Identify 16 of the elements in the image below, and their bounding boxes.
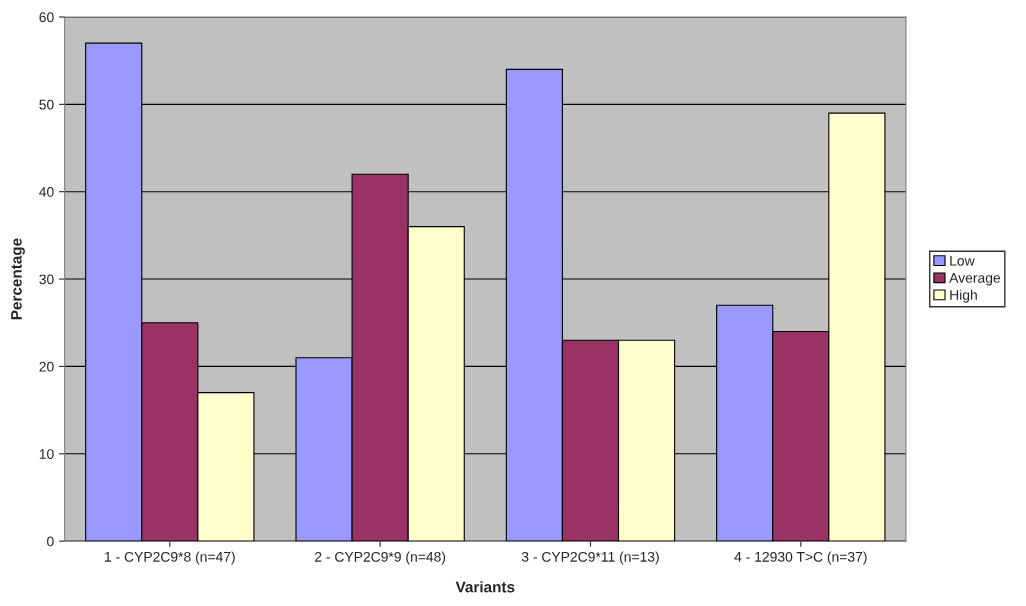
y-tick-label: 0 bbox=[47, 536, 54, 547]
legend-label: Low bbox=[950, 255, 975, 266]
y-tick-label: 40 bbox=[39, 187, 54, 197]
y-tick-label: 20 bbox=[39, 361, 54, 372]
y-tick-label: 60 bbox=[39, 12, 54, 23]
x-tick-label: 1 - CYP2C9*8 (n=47) bbox=[105, 551, 235, 565]
legend-label: Average bbox=[949, 273, 1001, 286]
legend-label: High bbox=[950, 289, 977, 303]
x-tick-label: 4 - 12930 T>C (n=37) bbox=[734, 551, 867, 565]
x-axis-title: Variants bbox=[455, 581, 515, 593]
y-tick-label: 30 bbox=[39, 274, 54, 285]
x-tick-label: 3 - CYP2C9*11 (n=13) bbox=[521, 551, 659, 565]
y-tick-label: 10 bbox=[39, 449, 54, 459]
y-tick-label: 50 bbox=[39, 99, 54, 110]
x-tick-label: 2 - CYP2C9*9 (n=48) bbox=[315, 551, 446, 565]
y-axis-title: Percentage bbox=[11, 238, 25, 320]
